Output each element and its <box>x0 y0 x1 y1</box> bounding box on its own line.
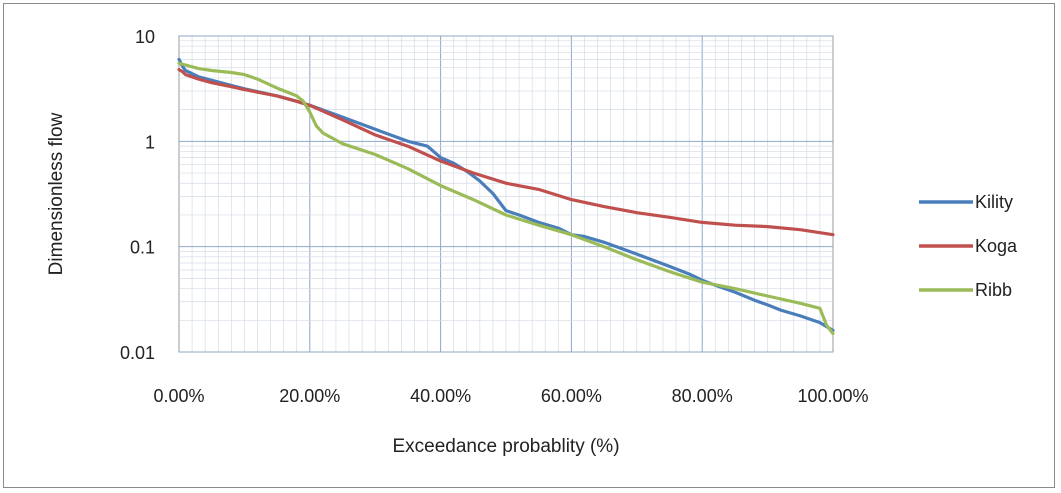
series-line-ribb <box>177 61 835 336</box>
legend: Kility Koga Ribb <box>919 192 1018 300</box>
y-tick-label: 0.01 <box>120 343 155 363</box>
x-tick-label: 40.00% <box>410 386 471 406</box>
legend-label-ribb: Ribb <box>975 280 1012 300</box>
chart-frame: 0.00% 20.00% 40.00% 60.00% 80.00% 100.00% 10 1… <box>3 3 1055 488</box>
x-tick-label: 80.00% <box>672 386 733 406</box>
x-tick-label: 20.00% <box>279 386 340 406</box>
series-line-koga <box>177 67 835 237</box>
x-tick-label: 0.00% <box>153 386 204 406</box>
y-axis-label: Dimensionless flow <box>46 112 67 275</box>
legend-label-koga: Koga <box>975 236 1018 256</box>
y-tick-labels: 10 1 0.1 0.01 <box>120 27 155 363</box>
y-tick-label: 0.1 <box>130 238 155 258</box>
x-tick-label: 60.00% <box>541 386 602 406</box>
x-axis-label: Exceedance probablity (%) <box>392 436 619 457</box>
y-tick-label: 1 <box>145 132 155 152</box>
grid <box>179 35 833 353</box>
x-tick-label: 100.00% <box>797 386 868 406</box>
x-tick-labels: 0.00% 20.00% 40.00% 60.00% 80.00% 100.00% <box>153 386 868 406</box>
line-chart: 0.00% 20.00% 40.00% 60.00% 80.00% 100.00% 101… <box>46 27 1018 457</box>
legend-label-kility: Kility <box>975 192 1013 212</box>
series-layer <box>177 57 835 336</box>
y-tick-label: 10 <box>135 27 155 47</box>
